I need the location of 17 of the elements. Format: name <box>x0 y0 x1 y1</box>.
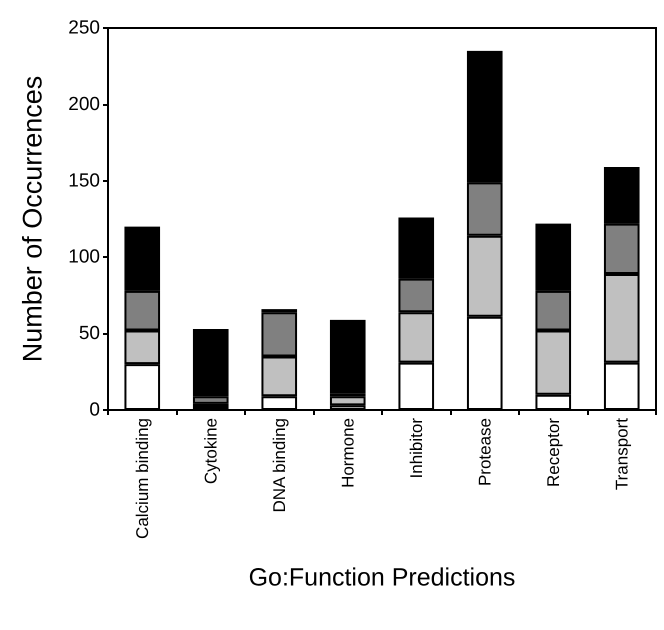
y-tick-label: 0 <box>89 400 100 420</box>
x-axis-title: Go:Function Predictions <box>248 564 516 592</box>
x-tick-label: Calcium binding <box>132 418 152 539</box>
x-tick-label: DNA binding <box>270 418 289 513</box>
x-tick-label: Transport <box>612 418 632 490</box>
y-tick-label: 200 <box>68 94 100 115</box>
y-tick-label: 150 <box>68 170 100 192</box>
x-tick-label: Receptor <box>544 418 563 487</box>
y-axis-title: Number of Occurrences <box>18 76 48 362</box>
x-tick-label: Inhibitor <box>406 418 426 478</box>
y-tick-label: 250 <box>68 18 100 38</box>
x-tick-label: Hormone <box>338 418 358 488</box>
y-tick-label: 50 <box>78 323 100 344</box>
y-tick-label: 100 <box>68 246 100 268</box>
x-tick-label: Cytokine <box>201 418 220 484</box>
x-tick-label: Protease <box>475 418 494 486</box>
bar <box>330 320 366 394</box>
